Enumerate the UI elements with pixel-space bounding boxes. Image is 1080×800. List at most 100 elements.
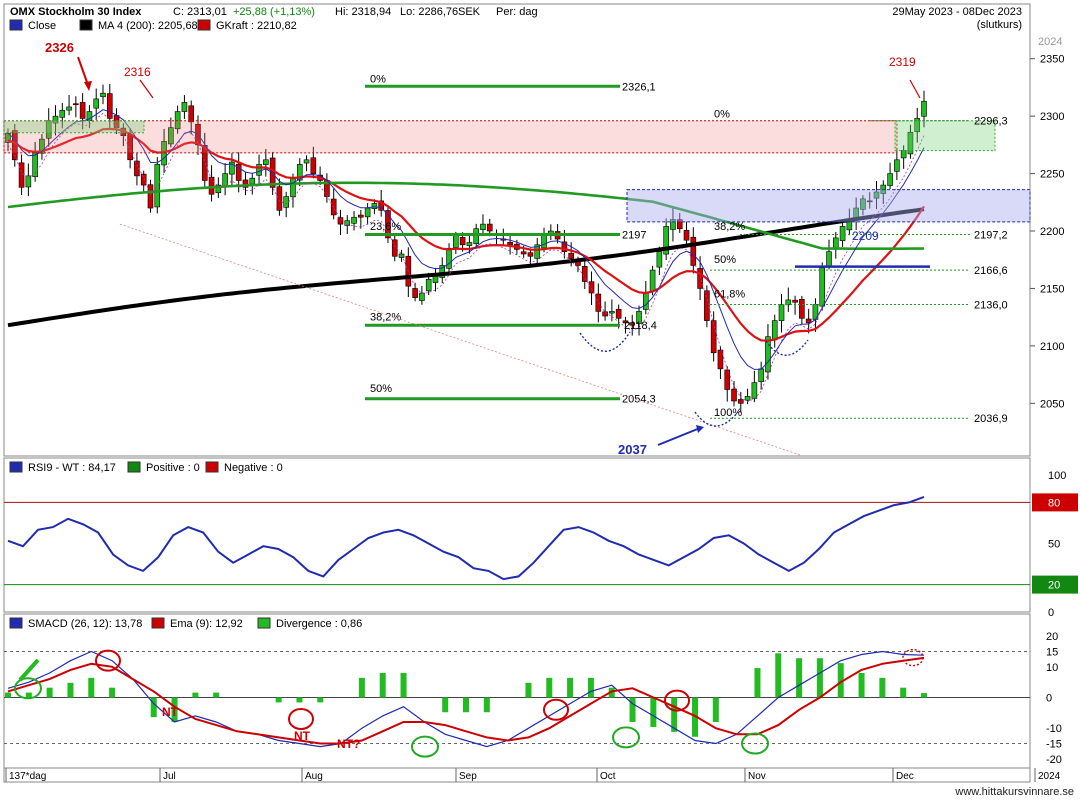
macd-tick-label-20: 20 xyxy=(1046,631,1058,643)
level-pct-50b: 50% xyxy=(370,383,392,395)
candle-body xyxy=(106,93,113,119)
divergence-bar xyxy=(879,677,886,698)
cup-arc-3 xyxy=(765,339,809,356)
footer-url: www.hittakursvinnare.se xyxy=(955,786,1074,798)
candle-body xyxy=(263,159,269,165)
candle-body xyxy=(391,239,398,257)
divergence-bar xyxy=(525,682,532,698)
blue-zone xyxy=(626,189,1031,223)
candle-body xyxy=(473,228,479,244)
candle-body xyxy=(419,292,425,301)
sell-circle-2 xyxy=(543,698,569,721)
level-pct-0: 0% xyxy=(370,73,386,85)
legend-label-2: GKraft : 2210,82 xyxy=(216,20,297,32)
legend-swatch-0 xyxy=(9,19,23,31)
close-value: C: 2313,01 xyxy=(173,6,227,18)
x-label-4: Oct xyxy=(600,771,616,782)
ema-line xyxy=(7,656,925,745)
divergence-bar xyxy=(796,658,803,698)
candle-body xyxy=(290,177,296,198)
level-pct-0b: 0% xyxy=(714,109,730,121)
anno-2037: 2037 xyxy=(618,442,647,457)
candle-body xyxy=(181,102,188,112)
candle-body xyxy=(25,175,32,188)
divergence-bar xyxy=(296,697,303,703)
level-label-2326: 2326,1 xyxy=(622,81,656,93)
level-pct-236: 23,6% xyxy=(370,221,401,233)
candle-body xyxy=(717,349,724,370)
nt-label-2: NT xyxy=(294,729,311,743)
price-tick-label-2200: 2200 xyxy=(1040,226,1064,238)
price-tick-label-2250: 2250 xyxy=(1040,169,1064,181)
candle-body xyxy=(235,163,242,181)
candle-body xyxy=(561,241,568,252)
sell-circle-3 xyxy=(664,689,690,712)
price-tick-label-2150: 2150 xyxy=(1040,283,1064,295)
divergence-bar xyxy=(275,697,282,703)
legend-swatch-2 xyxy=(197,19,211,31)
divergence-bar xyxy=(754,668,761,698)
divergence-bar xyxy=(816,658,823,698)
main-panel xyxy=(3,3,1031,457)
candle-body xyxy=(771,320,778,341)
smacd-line xyxy=(7,650,925,748)
candle-body xyxy=(710,320,717,354)
candle-body xyxy=(73,103,79,106)
nt-label-1: NT xyxy=(162,705,179,719)
x-label-2: Aug xyxy=(305,771,323,782)
rsi-legend-swatch-2 xyxy=(205,461,219,473)
rsi-tick-box-80 xyxy=(1032,493,1078,512)
candle-body xyxy=(344,220,351,226)
arrow-2316 xyxy=(139,79,154,99)
candle-body xyxy=(358,214,364,218)
divergence-bar xyxy=(358,677,365,698)
anno-2209: 2209 xyxy=(852,229,879,243)
level-label-2166: 2166,6 xyxy=(974,265,1008,277)
nt-label-3: NT? xyxy=(337,737,360,751)
legend-label-0: Close xyxy=(28,20,56,32)
rsi-legend-swatch-0 xyxy=(9,461,23,473)
change-value: +25,88 (+1,13%) xyxy=(233,6,315,18)
anno-2326: 2326 xyxy=(45,40,74,55)
divergence-bar xyxy=(921,693,927,698)
candle-body xyxy=(507,242,513,246)
arrowhead-2326 xyxy=(84,81,92,91)
candle-body xyxy=(643,292,649,310)
divergence-bar xyxy=(379,672,386,698)
candle-body xyxy=(799,299,805,319)
level-pct-382b: 38,2% xyxy=(370,312,401,324)
candle-body xyxy=(154,164,161,208)
divergence-bar xyxy=(442,697,449,713)
level-pct-382: 38,2% xyxy=(714,221,745,233)
candle-body xyxy=(697,268,703,289)
macd-tick-label-0: 0 xyxy=(1046,693,1052,705)
candle-body xyxy=(296,164,303,181)
candle-body xyxy=(303,159,310,164)
x-label-1: Jul xyxy=(163,771,176,782)
candle-body xyxy=(744,396,751,401)
candle-body xyxy=(351,216,357,224)
candle-body xyxy=(486,223,493,232)
candle-body xyxy=(907,131,914,155)
legend-swatch-1 xyxy=(79,19,93,31)
x-label-5: Nov xyxy=(748,771,766,782)
level-label-2037: 2036,9 xyxy=(974,413,1008,425)
candle-body xyxy=(609,311,615,314)
candle-body xyxy=(724,369,731,390)
candle-body xyxy=(914,118,921,133)
macd-panel xyxy=(3,613,1031,769)
x-label-7: 2024 xyxy=(1038,771,1061,782)
arrow-2319 xyxy=(909,79,921,99)
ma-blue-line xyxy=(7,109,925,370)
close-note: (slutkurs) xyxy=(977,19,1022,31)
candle-body xyxy=(100,92,106,98)
level-label-2197b: 2197 xyxy=(622,229,646,241)
candle-body xyxy=(826,251,832,267)
divergence-bar xyxy=(587,677,594,698)
candle-body xyxy=(900,150,907,159)
candle-body xyxy=(541,235,547,249)
candle-body xyxy=(18,162,25,188)
candle-body xyxy=(378,200,384,211)
candle-body xyxy=(371,203,378,209)
